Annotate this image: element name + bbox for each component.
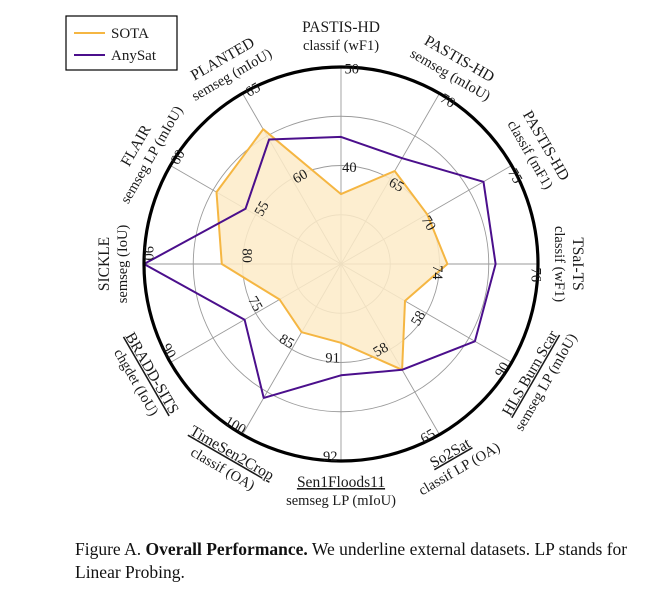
legend: SOTA AnySat [65, 15, 178, 71]
figure-caption: Figure A. Overall Performance. We underl… [75, 538, 635, 584]
axis-dataset-name: SICKLE [96, 237, 113, 291]
tick-label-inner: 70 [418, 213, 439, 234]
outer-circle [142, 65, 540, 463]
tick-label-outer: 65 [243, 80, 264, 101]
axis-task-name: semseg (IoU) [115, 225, 131, 304]
tick-label-inner: 55 [252, 199, 273, 220]
tick-label-outer: 50 [345, 62, 360, 78]
axis-dataset-name: Sen1Floods11 [297, 474, 385, 491]
axis-task-name: classif (wF1) [303, 38, 379, 54]
series-anysat-line [143, 135, 497, 399]
tick-label-inner: 74 [429, 265, 445, 280]
tick-label-outer: 90 [158, 341, 179, 362]
tick-label-inner: 60 [290, 166, 311, 187]
tick-label-outer: 92 [323, 449, 338, 465]
legend-label-sota: SOTA [111, 26, 149, 42]
series-sota-area [215, 128, 449, 371]
tick-label-inner: 65 [386, 175, 407, 196]
axis-task-name: classif (wF1) [551, 226, 567, 302]
radar-series [142, 65, 540, 463]
tick-label-outer: 76 [527, 268, 543, 283]
tick-label-inner: 80 [239, 248, 255, 263]
tick-label-outer: 70 [437, 91, 458, 112]
tick-label-inner: 75 [244, 294, 265, 315]
axis-dataset-name: PASTIS-HD [302, 19, 380, 36]
axis-label: SICKLE semseg (IoU) [96, 225, 131, 304]
tick-label-outer: 65 [418, 426, 439, 447]
caption-prefix: Figure A. [75, 539, 142, 559]
tick-label-outer: 75 [504, 166, 525, 187]
axis-dataset-name: TSaI-TS [569, 237, 586, 290]
tick-label-inner: 58 [408, 308, 429, 329]
legend-label-anysat: AnySat [111, 48, 157, 64]
caption-text: We underline external datasets. LP stand… [75, 539, 628, 582]
axis-task-name: semseg LP (mIoU) [286, 493, 396, 509]
tick-label-inner: 85 [276, 331, 297, 352]
legend-box [65, 15, 178, 71]
axis-label: PASTIS-HD classif (wF1) [302, 19, 380, 54]
tick-label-outer: 90 [140, 246, 156, 261]
tick-label-outer: 90 [492, 360, 513, 381]
axis-label: Sen1Floods11 semseg LP (mIoU) [286, 474, 396, 509]
caption-title: Overall Performance. [145, 539, 308, 559]
tick-label-inner: 40 [342, 160, 357, 176]
tick-label-outer: 60 [168, 147, 189, 168]
tick-label-inner: 58 [371, 339, 392, 360]
tick-label-inner: 91 [325, 350, 340, 366]
